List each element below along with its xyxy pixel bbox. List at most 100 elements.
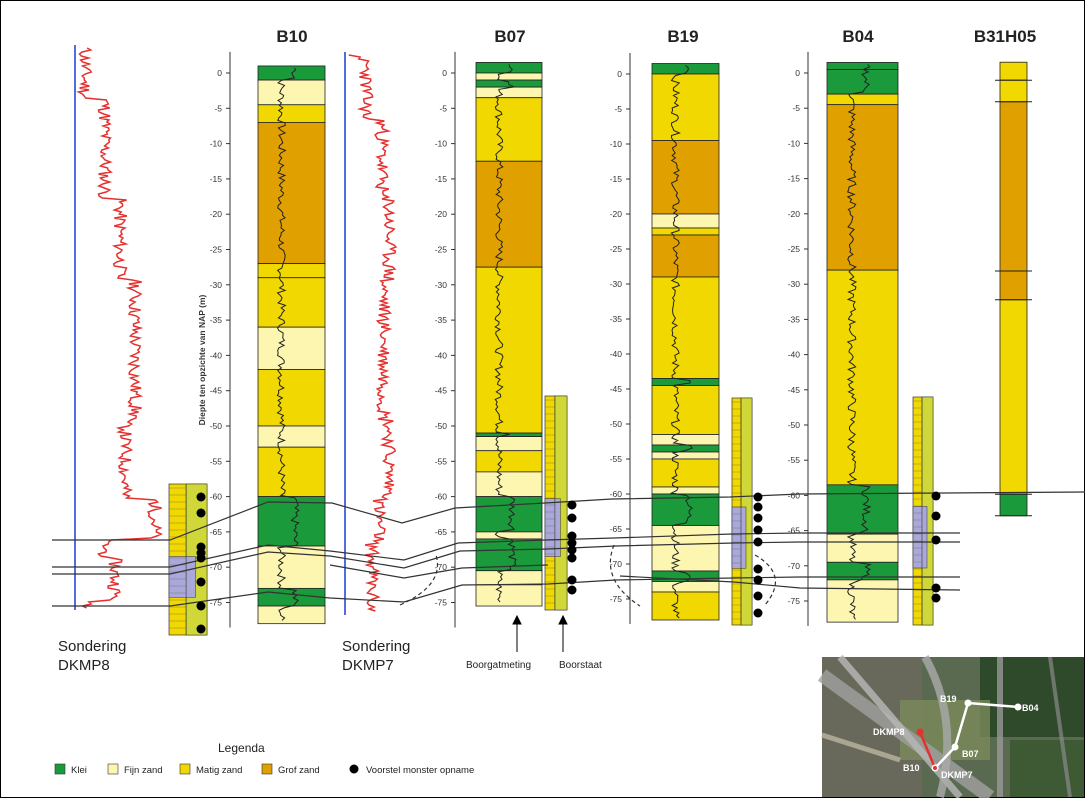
- sample-dot: [567, 500, 577, 510]
- layer-matig: [999, 299, 1028, 495]
- layer-matig: [475, 450, 543, 473]
- layer-fijn: [257, 605, 326, 625]
- depth-tick-label: -35: [435, 315, 448, 325]
- depth-tick-label: -55: [435, 456, 448, 466]
- cpt-label-dkmp7-line2: DKMP7: [342, 657, 394, 674]
- sample-dot: [753, 591, 763, 601]
- depth-tick-label: -30: [610, 279, 623, 289]
- layer-fijn: [651, 213, 720, 229]
- depth-axis-label: Diepte ten opzichte van NAP (m): [197, 294, 207, 425]
- borehole-title-b19: B19: [667, 27, 698, 46]
- borehole-title-b04: B04: [842, 27, 874, 46]
- borehole-column-b19: [651, 63, 720, 621]
- layer-matig: [475, 97, 543, 162]
- depth-tick-label: -15: [610, 174, 623, 184]
- depth-axis-b04: 0 -5 -10 -15 -20 -25 -30 -35 -40 -45 -50 -55 -60 -65 -…: [788, 51, 809, 626]
- depth-tick-label: -40: [210, 350, 223, 360]
- depth-tick-label: 0: [617, 69, 622, 79]
- layer-klei: [999, 493, 1028, 517]
- layer-fijn: [475, 86, 543, 99]
- sample-dot: [931, 511, 941, 521]
- borehole-log-trace: [846, 64, 872, 620]
- sample-dot: [567, 513, 577, 523]
- depth-tick-label: -35: [788, 314, 801, 324]
- depth-tick-label: -10: [210, 139, 223, 149]
- layer-klei: [826, 62, 899, 70]
- depth-tick-label: -70: [788, 561, 801, 571]
- depth-tick-label: -35: [210, 315, 223, 325]
- layer-fijn: [651, 581, 720, 593]
- layer-matig: [257, 263, 326, 279]
- borehole-column-b04: [826, 62, 899, 623]
- depth-axes: 0 -5 -10 -15 -20 -25 -30 -35 -40 -45 -50 -55 -60 -65 -…: [210, 51, 809, 628]
- depth-tick-label: -70: [210, 562, 223, 572]
- layer-fijn: [257, 79, 326, 106]
- legend-swatch-klei: [54, 763, 66, 775]
- layer-matig: [475, 266, 543, 434]
- layer-matig: [257, 369, 326, 427]
- depth-tick-label: -50: [788, 420, 801, 430]
- layer-matig: [257, 446, 326, 497]
- layer-matig: [257, 277, 326, 328]
- sample-markers: [196, 491, 941, 634]
- depth-axis-b19: 0 -5 -10 -15 -20 -25 -30 -35 -40 -45 -50 -55 -60 -65 -…: [610, 53, 631, 624]
- depth-tick-label: -65: [788, 526, 801, 536]
- layer-grof: [257, 122, 326, 265]
- depth-tick-label: -75: [435, 598, 448, 608]
- layer-grof: [475, 160, 543, 268]
- depth-tick-label: -65: [210, 527, 223, 537]
- legend-label-klei: Klei: [71, 765, 87, 776]
- depth-tick-label: -75: [610, 594, 623, 604]
- map-label-b07: B07: [962, 749, 979, 759]
- layer-fijn: [651, 486, 720, 495]
- sample-dot: [753, 564, 763, 574]
- depth-tick-label: -20: [610, 209, 623, 219]
- cpt-dkmp8: [74, 45, 163, 610]
- depth-axis-b07: 0 -5 -10 -15 -20 -25 -30 -35 -40 -45 -50 -55 -60 -65 -…: [435, 51, 456, 628]
- depth-tick-label: -60: [435, 492, 448, 502]
- borehole-title-b31h05: B31H05: [974, 27, 1036, 46]
- layer-klei: [475, 496, 543, 533]
- depth-tick-label: -75: [788, 596, 801, 606]
- layer-fijn: [826, 533, 899, 563]
- sample-dot: [753, 608, 763, 618]
- annotation-arrows: [512, 614, 568, 652]
- layer-matig: [651, 227, 720, 236]
- map-label-b10: B10: [903, 763, 920, 773]
- depth-tick-label: -65: [610, 524, 623, 534]
- sample-dot: [753, 502, 763, 512]
- depth-tick-label: -40: [788, 350, 801, 360]
- depth-tick-label: -35: [610, 314, 623, 324]
- layer-fijn: [475, 471, 543, 498]
- depth-tick-label: -20: [788, 209, 801, 219]
- sample-dot: [196, 492, 206, 502]
- borehole-log-trace: [494, 64, 517, 603]
- sample-dot: [753, 575, 763, 585]
- sample-dot: [196, 553, 206, 563]
- depth-tick-label: -25: [610, 244, 623, 254]
- cpt-dkmp7-resistance-trace: [348, 54, 398, 612]
- legend-label-fijn-zand: Fijn zand: [124, 765, 163, 776]
- layer-matig: [257, 104, 326, 123]
- layer-fijn: [475, 570, 543, 586]
- borehole-title-b07: B07: [494, 27, 525, 46]
- layer-matig: [651, 458, 720, 488]
- layer-fijn: [257, 326, 326, 370]
- layer-matig: [826, 93, 899, 106]
- depth-tick-label: -45: [610, 384, 623, 394]
- sample-dot: [753, 492, 763, 502]
- layer-fijn: [651, 434, 720, 446]
- depth-tick-label: -5: [214, 103, 222, 113]
- sample-dot: [567, 553, 577, 563]
- layer-fijn: [257, 425, 326, 448]
- depth-tick-label: -55: [210, 456, 223, 466]
- sample-dot: [931, 535, 941, 545]
- legend-label-matig-zand: Matig zand: [196, 765, 242, 776]
- location-map: B19 B04 DKMP8 B07 B10 DKMP7: [817, 654, 1084, 803]
- depth-tick-label: -55: [788, 455, 801, 465]
- map-label-dkmp7: DKMP7: [941, 770, 973, 780]
- layer-fijn: [826, 579, 899, 623]
- depth-tick-label: -50: [435, 421, 448, 431]
- legend-sample-dot: [349, 764, 359, 774]
